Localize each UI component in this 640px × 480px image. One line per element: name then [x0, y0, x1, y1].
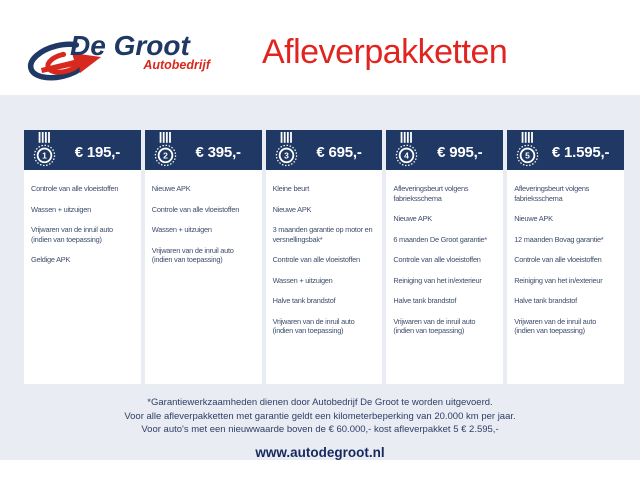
package-item: Controle van alle vloeistoffen	[514, 255, 602, 264]
package-1-price: € 195,-	[74, 143, 121, 161]
page-title: Afleverpakketten	[262, 33, 508, 71]
package-item: Vrijwaren van de inruil auto (indien van…	[514, 316, 597, 336]
package-item: Halve tank brandstof	[514, 296, 577, 305]
website-link[interactable]: www.autodegroot.nl	[255, 445, 385, 460]
package-item: Controle van alle vloeistoffen	[272, 255, 361, 264]
package-item: Nieuwe APK	[514, 214, 553, 223]
package-3-items: Kleine beurt Nieuwe APK 3 maanden garantie…	[266, 170, 383, 384]
package-5-header: 5 € 1.595,-	[507, 130, 624, 170]
package-item: Geldige APK	[31, 255, 71, 264]
package-card-1: 1 € 195,- Controle van alle vloeistoffen…	[24, 130, 141, 384]
package-item: Wassen + uitzuigen	[31, 204, 91, 214]
package-item: Reiniging van het in/exterieur	[393, 275, 482, 285]
package-item: Afleveringsbeurt volgens fabrieksschema	[514, 184, 590, 203]
degroot-logo: De Groot Autobedrijf	[27, 30, 212, 81]
package-item: Wassen + uitzuigen	[272, 275, 333, 285]
package-item: Wassen + uitzuigen	[151, 225, 212, 234]
package-item: Vrijwaren van de inruil auto (indien van…	[393, 316, 476, 336]
package-item: Halve tank brandstof	[272, 296, 336, 305]
medal-1-number: 1	[42, 150, 47, 160]
medal-2-number: 2	[163, 150, 168, 160]
package-card-4: 4 € 995,- Afleveringsbeurt volgens fabri…	[386, 130, 504, 384]
medal-2-icon: 2	[154, 132, 177, 167]
package-5-price: € 1.595,-	[551, 143, 610, 161]
logo-brand-subtitle: Autobedrijf	[142, 58, 211, 72]
footer-note-3: Voor auto's met een nieuwwaarde boven de…	[141, 424, 499, 435]
package-item: Afleveringsbeurt volgens fabrieksschema	[393, 184, 469, 203]
package-item: Vrijwaren van de inruil auto (indien van…	[272, 316, 355, 336]
package-2-header: 2 € 395,-	[144, 130, 262, 170]
package-3-header: 3 € 695,-	[265, 130, 383, 170]
package-item: Vrijwaren van de inruil auto (indien van…	[31, 225, 113, 244]
package-item: Nieuwe APK	[393, 214, 432, 223]
package-2-price: € 395,-	[195, 143, 242, 161]
package-item: Halve tank brandstof	[393, 296, 457, 305]
package-card-5: 5 € 1.595,- Afleveringsbeurt volgens fab…	[507, 130, 624, 384]
package-item: Nieuwe APK	[272, 204, 312, 214]
logo-brand-name: De Groot	[70, 30, 191, 61]
medal-3-number: 3	[284, 150, 289, 160]
package-cards-row: 1 € 195,- Controle van alle vloeistoffen…	[24, 130, 624, 384]
degroot-swoosh-icon	[27, 41, 101, 81]
footer-note-1: *Garantiewerkzaamheden dienen door Autob…	[147, 397, 493, 408]
medal-5-icon: 5	[516, 132, 539, 167]
footer-notes: *Garantiewerkzaamheden dienen door Autob…	[0, 396, 640, 437]
package-card-3: 3 € 695,- Kleine beurt Nieuwe APK 3 maande…	[265, 130, 383, 384]
medal-4-icon: 4	[396, 132, 418, 167]
header-band: De Groot Autobedrijf Afleverpakketten	[0, 0, 640, 95]
package-item: 3 maanden garantie op motor en versnelli…	[272, 225, 373, 244]
package-item: 6 maanden De Groot garantie*	[393, 234, 488, 244]
package-item: Controle van alle vloeistoffen	[393, 255, 481, 264]
medal-1-icon: 1	[33, 132, 56, 167]
package-1-header: 1 € 195,-	[24, 130, 141, 170]
package-4-header: 4 € 995,-	[386, 130, 504, 170]
medal-4-number: 4	[405, 150, 410, 160]
package-item: Nieuwe APK	[151, 184, 191, 193]
package-card-2: 2 € 395,- Nieuwe APK Controle van alle vl…	[144, 130, 262, 384]
packages-panel: 1 € 195,- Controle van alle vloeistoffen…	[0, 95, 640, 460]
package-4-price: € 995,-	[437, 143, 483, 161]
package-1-items: Controle van alle vloeistoffen Wassen + u…	[24, 170, 141, 384]
medal-3-icon: 3	[275, 132, 297, 167]
package-item: 12 maanden Bovag garantie*	[514, 234, 604, 244]
medal-5-number: 5	[525, 150, 530, 160]
footer-note-2: Voor alle afleverpakketten met garantie …	[124, 410, 516, 422]
package-item: Controle van alle vloeistoffen	[151, 204, 240, 214]
package-3-price: € 695,-	[316, 143, 362, 161]
package-item: Controle van alle vloeistoffen	[31, 184, 119, 193]
package-2-items: Nieuwe APK Controle van alle vloeistoffen…	[145, 170, 262, 384]
package-item: Kleine beurt	[272, 184, 310, 193]
package-item: Reiniging van het in/exterieur	[514, 275, 603, 285]
package-5-items: Afleveringsbeurt volgens fabrieksschema N…	[507, 170, 624, 384]
package-4-items: Afleveringsbeurt volgens fabrieksschema N…	[386, 170, 503, 384]
package-item: Vrijwaren van de inruil auto (indien van…	[151, 245, 234, 265]
